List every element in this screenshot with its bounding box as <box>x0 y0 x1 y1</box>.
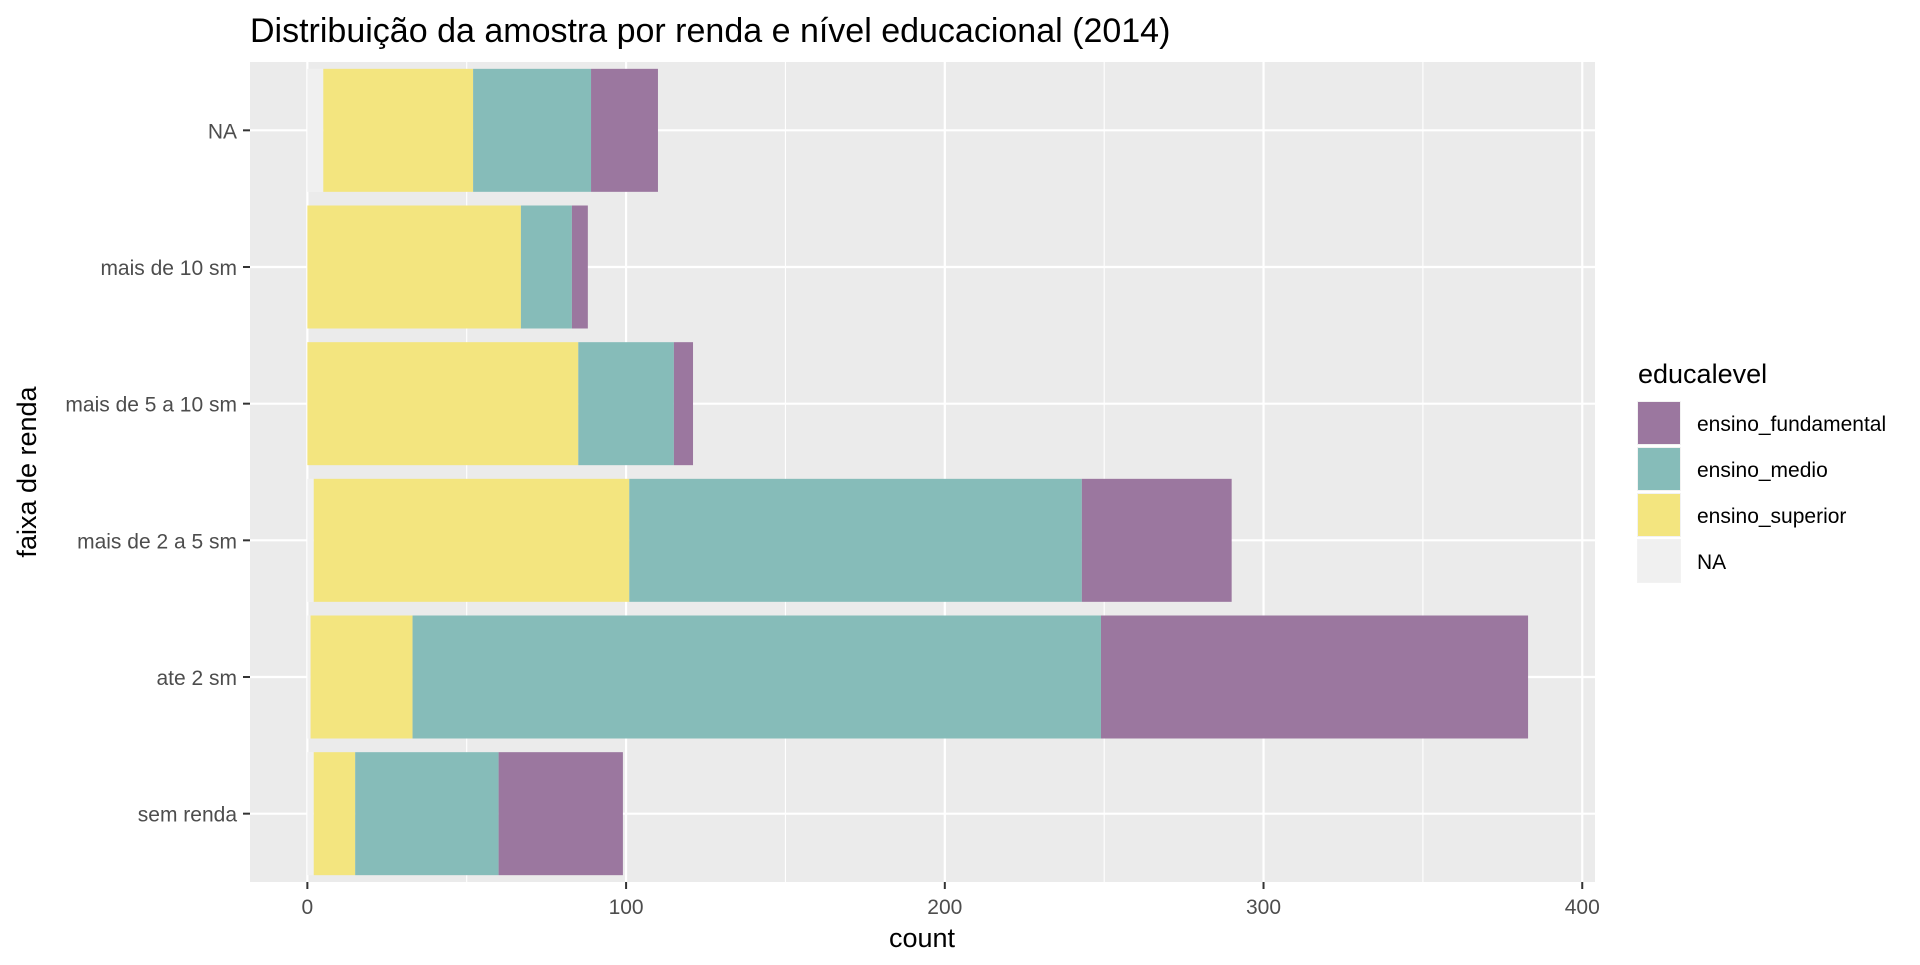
bar-segment <box>571 205 588 329</box>
bar-segment <box>520 205 572 329</box>
y-tick-label: NA <box>208 120 237 143</box>
bar-segment <box>1081 478 1232 602</box>
bar-segment <box>473 68 592 192</box>
y-tick-label: mais de 10 sm <box>100 257 237 280</box>
bar-segment <box>307 478 314 602</box>
legend-label: ensino_superior <box>1697 505 1846 528</box>
bar-segment <box>307 68 324 192</box>
y-axis-title: faixa de renda <box>12 385 42 557</box>
bar-segment <box>307 752 314 876</box>
legend-label: ensino_medio <box>1697 459 1828 482</box>
x-tick-label: 0 <box>302 896 314 919</box>
bars <box>307 68 1529 876</box>
x-tick-label: 200 <box>927 896 962 919</box>
x-tick-label: 300 <box>1246 896 1281 919</box>
bar-segment <box>307 205 521 329</box>
bar-segment <box>307 342 579 466</box>
legend-swatch <box>1638 494 1680 536</box>
bar-segment <box>313 478 630 602</box>
bar-segment <box>498 752 623 876</box>
chart-title: Distribuição da amostra por renda e níve… <box>250 12 1170 50</box>
bar-segment <box>673 342 694 466</box>
bar-segment <box>323 68 474 192</box>
x-tick-label: 100 <box>609 896 644 919</box>
legend-swatch <box>1638 402 1680 444</box>
x-axis: 0 100 200 300 400 <box>302 882 1600 919</box>
x-tick-label: 400 <box>1565 896 1600 919</box>
bar-segment <box>307 615 311 739</box>
bar-segment <box>591 68 658 192</box>
bar-segment <box>1100 615 1529 739</box>
y-tick-label: ate 2 sm <box>156 667 237 690</box>
y-axis: NA mais de 10 sm mais de 5 a 10 sm mais de … <box>65 120 250 827</box>
y-tick-label: mais de 5 a 10 sm <box>65 394 237 417</box>
legend-title: educalevel <box>1638 359 1767 389</box>
legend-label: NA <box>1697 551 1726 574</box>
plot-panel <box>250 62 1595 882</box>
bar-segment <box>310 615 413 739</box>
legend-swatch <box>1638 448 1680 490</box>
bar-segment <box>412 615 1101 739</box>
x-axis-title: count <box>889 923 956 953</box>
legend: educalevel ensino_fundamental ensino_medi… <box>1637 359 1886 583</box>
legend-label: ensino_fundamental <box>1697 413 1886 436</box>
y-tick-label: sem renda <box>138 804 238 827</box>
bar-segment <box>629 478 1082 602</box>
bar-segment <box>578 342 674 466</box>
bar-segment <box>355 752 499 876</box>
y-tick-label: mais de 2 a 5 sm <box>77 530 237 553</box>
bar-segment <box>313 752 356 876</box>
legend-swatch <box>1638 540 1680 582</box>
